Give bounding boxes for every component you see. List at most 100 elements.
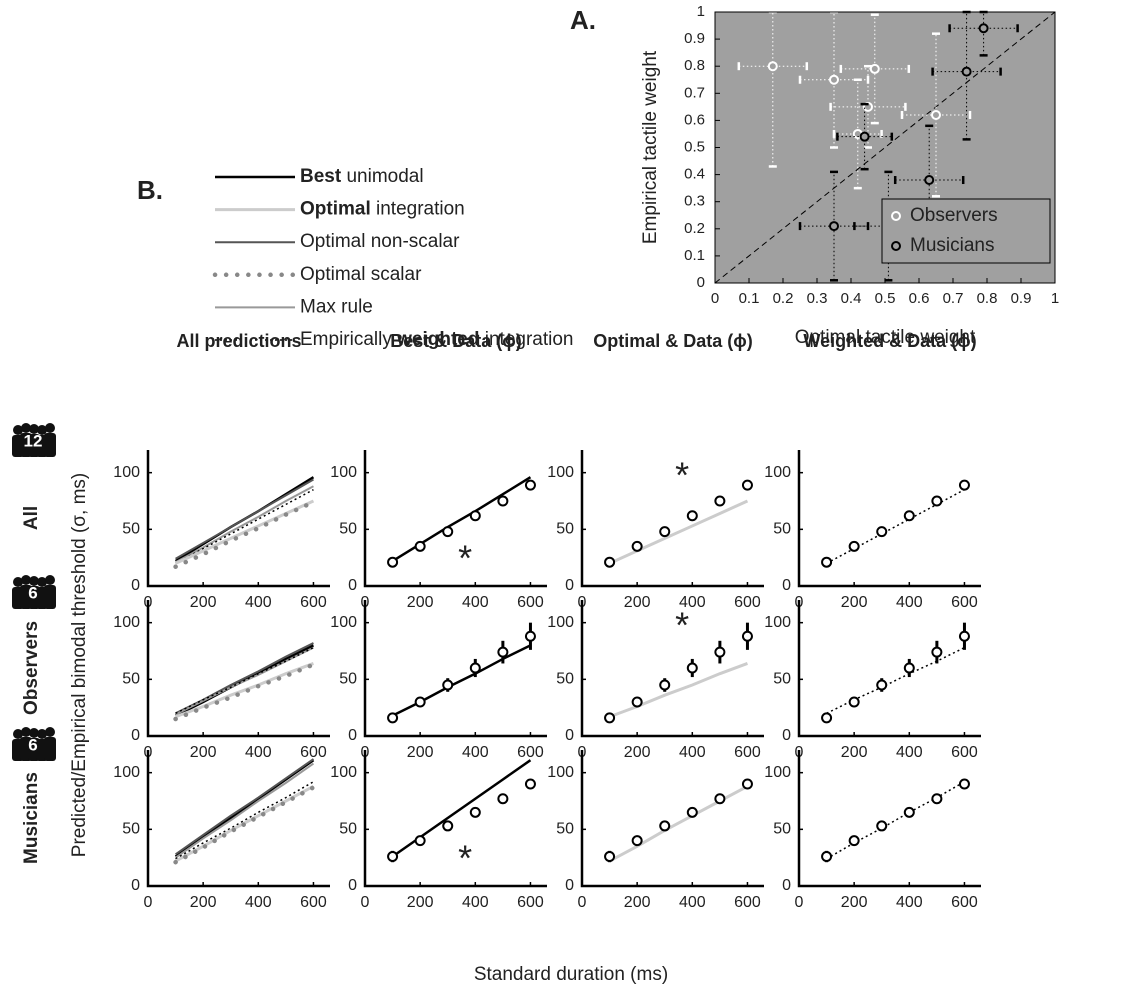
y-tick-label: 100	[764, 614, 791, 631]
y-tick-label: 0	[565, 727, 574, 744]
x-tick-label: 1	[1051, 290, 1059, 307]
axes	[363, 750, 547, 888]
data-point	[442, 820, 454, 832]
badge-head	[29, 576, 39, 586]
legend-text-part: weighted	[396, 329, 479, 350]
badge-head	[37, 425, 47, 435]
data-point	[924, 175, 935, 186]
data-point	[469, 510, 481, 522]
prediction-line	[826, 646, 965, 715]
x-tick-label: 200	[841, 744, 868, 761]
data-point	[978, 23, 989, 34]
column-title: Optimal & Data (ϕ)	[593, 331, 753, 351]
y-tick-label: 50	[556, 521, 574, 538]
annotation: *	[458, 538, 472, 579]
y-tick-label: 50	[122, 521, 140, 538]
legend-label: Empirically weighted integration	[300, 329, 573, 350]
y-axis-label: Empirical tactile weight	[640, 50, 661, 244]
prediction-line	[175, 485, 314, 564]
x-tick-label: 600	[734, 894, 761, 911]
group-count: 6	[28, 583, 37, 602]
data-point	[931, 646, 943, 658]
y-tick-label: 100	[113, 464, 140, 481]
y-tick-label: 0.5	[684, 138, 705, 155]
y-tick-label: 0.3	[684, 193, 705, 210]
legend-text-part: Empirically	[300, 329, 397, 350]
panel-label: A.	[570, 5, 596, 35]
badge-body	[44, 433, 56, 457]
row-label: All	[21, 506, 42, 530]
x-tick-label: 600	[951, 744, 978, 761]
x-tick-label: 400	[245, 594, 272, 611]
badge-head	[21, 423, 31, 433]
y-axis-label: Predicted/Empirical bimodal threshold (σ…	[69, 473, 90, 857]
legend-box	[881, 198, 1051, 264]
data-point	[958, 479, 970, 491]
y-tick-label: 100	[547, 614, 574, 631]
y-tick-label: 0	[131, 877, 140, 894]
legend-text-part: Best	[300, 166, 342, 187]
prediction-line	[175, 642, 314, 715]
x-tick-label: 0	[578, 894, 587, 911]
prediction-line	[175, 646, 314, 715]
data-point	[659, 526, 671, 538]
y-tick-label: 0	[348, 727, 357, 744]
x-tick-label: 600	[951, 894, 978, 911]
y-tick-label: 100	[764, 764, 791, 781]
y-tick-label: 0	[348, 877, 357, 894]
x-tick-label: 400	[245, 744, 272, 761]
badge-head	[13, 729, 23, 739]
axes	[363, 600, 547, 738]
y-tick-label: 0	[697, 274, 705, 291]
prediction-line	[608, 784, 749, 863]
y-tick-label: 50	[773, 821, 791, 838]
x-tick-label: 0.1	[739, 290, 760, 307]
y-tick-label: 100	[547, 464, 574, 481]
data-point	[524, 778, 536, 790]
y-tick-label: 0	[782, 727, 791, 744]
data-point	[869, 63, 880, 74]
badge-head	[21, 727, 31, 737]
x-tick-label: 200	[624, 894, 651, 911]
data-point	[859, 131, 870, 142]
legend-marker	[891, 211, 901, 221]
x-tick-label: 200	[841, 894, 868, 911]
x-tick-label: 600	[951, 594, 978, 611]
x-tick-label: 200	[407, 744, 434, 761]
badge-head	[13, 425, 23, 435]
badge-head	[37, 729, 47, 739]
x-tick-label: 400	[679, 894, 706, 911]
data-point	[604, 851, 616, 863]
y-tick-label: 0.9	[684, 30, 705, 47]
x-tick-label: 600	[300, 894, 327, 911]
x-tick-label: 400	[679, 744, 706, 761]
x-tick-label: 200	[190, 894, 217, 911]
x-tick-label: 0.7	[943, 290, 964, 307]
x-tick-label: 600	[517, 894, 544, 911]
y-tick-label: 100	[330, 764, 357, 781]
x-tick-label: 400	[896, 594, 923, 611]
data-point	[876, 679, 888, 691]
badge-body	[44, 737, 56, 761]
axes	[580, 450, 764, 588]
legend-text-part: Optimal scalar	[300, 264, 422, 285]
data-point	[829, 74, 839, 85]
x-tick-label: 600	[517, 744, 544, 761]
badge-head	[29, 424, 39, 434]
x-tick-label: 200	[407, 594, 434, 611]
x-tick-label: 600	[734, 744, 761, 761]
y-tick-label: 0	[131, 577, 140, 594]
x-tick-label: 600	[300, 594, 327, 611]
data-point	[442, 679, 454, 691]
data-point	[848, 835, 860, 847]
annotation: *	[458, 838, 472, 879]
data-point	[876, 526, 888, 538]
legend-label: Best unimodal	[300, 166, 424, 187]
legend-label: Optimal scalar	[300, 264, 422, 285]
prediction-line	[175, 489, 314, 564]
y-tick-label: 0	[131, 727, 140, 744]
x-tick-label: 600	[517, 594, 544, 611]
x-tick-label: 400	[462, 894, 489, 911]
legend-label: Max rule	[300, 296, 373, 317]
